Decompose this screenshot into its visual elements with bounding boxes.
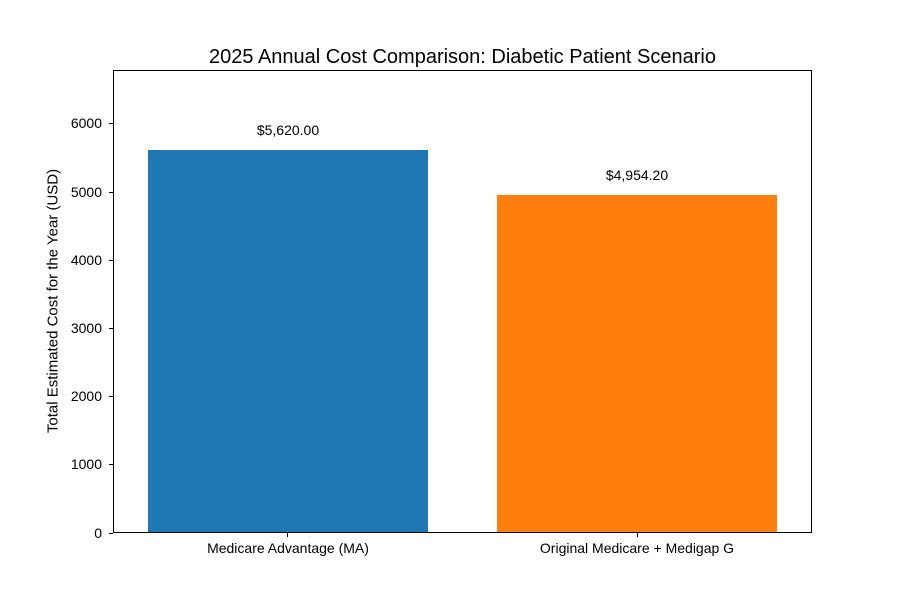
- y-tick-mark: [109, 464, 113, 465]
- bar: [148, 150, 428, 533]
- bar-value-label: $4,954.20: [605, 167, 669, 183]
- x-tick-label: Original Medicare + Medigap G: [539, 540, 735, 556]
- y-tick-label: 3000: [70, 320, 102, 336]
- y-tick-mark: [109, 396, 113, 397]
- y-tick-label: 5000: [70, 184, 102, 200]
- x-tick-label: Medicare Advantage (MA): [207, 540, 369, 556]
- y-tick-label: 6000: [70, 115, 102, 131]
- y-tick-label: 1000: [70, 456, 102, 472]
- bar: [497, 195, 777, 533]
- x-tick-mark: [287, 533, 288, 537]
- y-tick-label: 4000: [70, 252, 102, 268]
- y-tick-label: 2000: [70, 388, 102, 404]
- chart-title: 2025 Annual Cost Comparison: Diabetic Pa…: [209, 46, 716, 68]
- y-tick-mark: [109, 328, 113, 329]
- y-tick-mark: [109, 260, 113, 261]
- x-tick-mark: [637, 533, 638, 537]
- y-tick-mark: [109, 123, 113, 124]
- y-tick-label: 0: [94, 525, 102, 541]
- y-tick-mark: [109, 533, 113, 534]
- bar-value-label: $5,620.00: [256, 122, 320, 138]
- y-tick-mark: [109, 192, 113, 193]
